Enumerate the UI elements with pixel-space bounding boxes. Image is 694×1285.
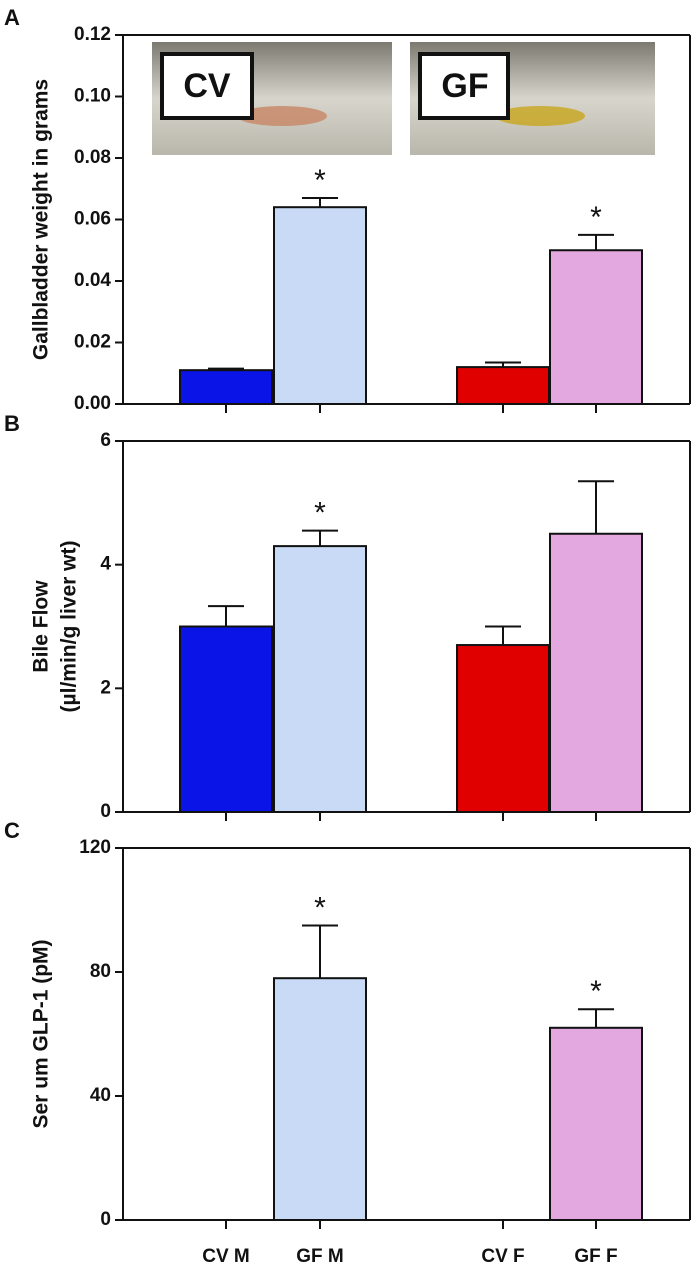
inset-label: GF: [441, 67, 488, 105]
y-tick-label: 0: [100, 1209, 111, 1230]
significance-star: *: [314, 891, 326, 924]
y-axis-title: (µl/min/g liver wt): [58, 541, 81, 713]
y-tick-label: 80: [90, 961, 111, 982]
y-tick-label: 0.00: [74, 393, 111, 414]
bar: [273, 977, 367, 1222]
y-axis-title: Gallbladder weight in grams: [30, 79, 53, 360]
y-tick-label: 0.06: [74, 209, 111, 230]
bar: [273, 545, 367, 813]
error-bar: [302, 529, 338, 547]
x-tick-label: GF M: [296, 1246, 344, 1267]
bar: [179, 625, 273, 813]
significance-star: *: [590, 201, 602, 234]
error-bar: [485, 361, 521, 368]
y-tick-label: 0.02: [74, 332, 111, 353]
bar: [549, 249, 643, 405]
error-bar: [302, 924, 338, 979]
error-bar: [208, 367, 244, 371]
y-tick-label: 120: [79, 837, 111, 858]
error-bar: [578, 480, 614, 534]
error-bar: [485, 625, 521, 646]
inset-gallbladder: [237, 106, 327, 126]
y-tick-label: 0.10: [74, 86, 111, 107]
y-tick-label: 4: [100, 554, 111, 575]
x-tick-label: CV F: [481, 1246, 524, 1267]
significance-star: *: [314, 164, 326, 197]
significance-star: *: [314, 497, 326, 530]
bar: [549, 532, 643, 813]
inset-label-box: [160, 52, 254, 120]
x-tick-label: GF F: [574, 1246, 617, 1267]
error-bar: [208, 605, 244, 627]
bar: [456, 644, 550, 813]
y-tick-label: 0: [100, 801, 111, 822]
panel-letter: C: [4, 818, 20, 843]
y-tick-label: 0.12: [74, 24, 111, 45]
bar: [456, 366, 550, 406]
bar: [273, 206, 367, 405]
bar: [179, 369, 273, 405]
inset-gallbladder: [495, 106, 585, 126]
panel-letter: B: [4, 411, 20, 436]
error-bar: [578, 233, 614, 251]
y-tick-label: 2: [100, 677, 111, 698]
inset-label-box: [418, 52, 510, 120]
inset-label: CV: [183, 67, 231, 105]
x-tick-label: CV M: [202, 1246, 250, 1267]
y-tick-label: 0.04: [74, 270, 111, 291]
y-tick-label: 0.08: [74, 147, 111, 168]
y-tick-label: 40: [90, 1085, 111, 1106]
error-bar: [302, 196, 338, 208]
y-tick-label: 6: [100, 430, 111, 451]
panel-letter: A: [4, 5, 20, 30]
bar: [549, 1026, 643, 1222]
significance-star: *: [590, 975, 602, 1008]
y-axis-title: Ser um GLP-1 (pM): [30, 939, 53, 1128]
y-axis-title: Bile Flow: [30, 580, 53, 673]
error-bar: [578, 1008, 614, 1028]
